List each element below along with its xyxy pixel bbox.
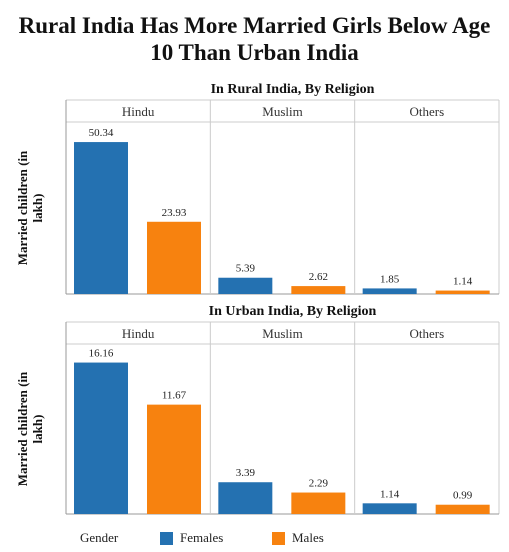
legend-label-females: Females	[180, 530, 224, 545]
chart-title: Rural India Has More Married Girls Below…	[0, 12, 509, 66]
panel-1-value-hindu-females: 50.34	[89, 127, 114, 139]
panel-2-subtitle: In Urban India, By Religion	[209, 304, 377, 319]
panel-2-value-others-females: 1.14	[380, 488, 400, 500]
panel-2-bar-muslim-females	[218, 482, 273, 514]
panel-1-ylabel-line-2: lakh)	[30, 194, 45, 223]
panel-1-bar-hindu-males	[147, 221, 201, 294]
panel-2-bar-others-females	[362, 503, 417, 514]
panel-2-value-muslim-males: 2.29	[309, 478, 329, 490]
panel-1-bar-muslim-males	[291, 286, 346, 294]
panel-2-value-hindu-males: 11.67	[162, 390, 187, 402]
legend-item-females: Females	[160, 530, 223, 546]
panel-1-category-hindu: Hindu	[122, 104, 155, 119]
panel-1-bar-hindu-females	[74, 142, 128, 294]
panel-1-ylabel: Married children (in lakh)	[15, 150, 45, 265]
panel-2-category-hindu: Hindu	[122, 326, 155, 341]
panel-2-ylabel-line-1: Married children (in	[15, 371, 30, 486]
panel-1-bar-muslim-females	[218, 277, 273, 294]
legend-label-males: Males	[292, 530, 324, 545]
panel-1-value-others-males: 1.14	[453, 276, 473, 288]
panel-2-value-hindu-females: 16.16	[89, 348, 114, 360]
panel-2-value-others-males: 0.99	[453, 490, 473, 502]
legend-title: Gender	[80, 530, 119, 545]
panel-2-bar-hindu-males	[147, 404, 201, 514]
panel-1-value-muslim-males: 2.62	[309, 271, 328, 283]
panel-1-subtitle: In Rural India, By Religion	[211, 82, 375, 97]
panel-2-category-muslim: Muslim	[262, 326, 302, 341]
legend-swatch-females	[160, 531, 173, 545]
panel-2-bar-muslim-males	[291, 492, 346, 514]
panel-2-ylabel-line-2: lakh)	[30, 415, 45, 444]
legend-swatch-males	[272, 531, 285, 545]
panel-1-bar-others-females	[362, 288, 417, 294]
panel-1-value-hindu-males: 23.93	[162, 207, 187, 219]
panel-2-value-muslim-females: 3.39	[236, 467, 256, 479]
legend-item-males: Males	[272, 530, 324, 546]
panel-2-category-others: Others	[409, 326, 444, 341]
panel-1-bar-others-males	[435, 290, 490, 294]
chart-title-line-2: 10 Than Urban India	[150, 40, 359, 65]
panel-1-ylabel-line-1: Married children (in	[15, 150, 30, 265]
panel-1-value-muslim-females: 5.39	[236, 263, 256, 275]
legend: Gender Females Males	[80, 530, 500, 550]
panel-2-ylabel: Married children (in lakh)	[15, 371, 45, 486]
panel-2-bar-hindu-females	[74, 362, 128, 514]
panel-1-category-muslim: Muslim	[262, 104, 302, 119]
panel-2-bar-others-males	[435, 504, 490, 514]
panel-1-category-others: Others	[409, 104, 444, 119]
chart-title-line-1: Rural India Has More Married Girls Below…	[18, 13, 491, 38]
panel-1-value-others-females: 1.85	[380, 273, 400, 285]
